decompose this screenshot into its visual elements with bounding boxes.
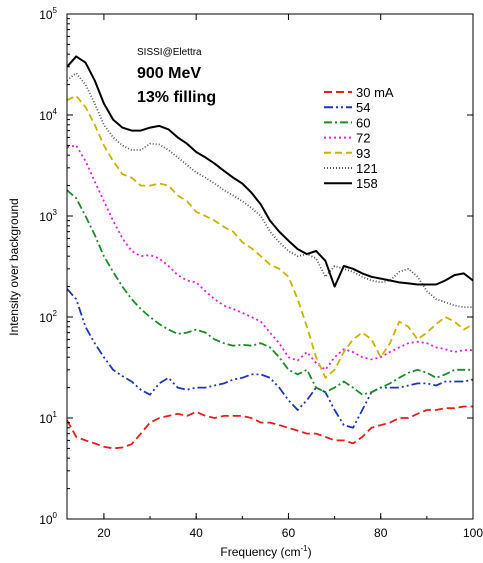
x-axis-title-text: Frequency (cm — [220, 545, 300, 559]
series-layer — [66, 55, 474, 450]
plot-frame — [66, 13, 474, 520]
x-tick-label: 40 — [190, 526, 204, 540]
tick-layer: 20 40 60 80 100 100 101 102 103 104 105 — [39, 6, 483, 540]
x-axis-title-exponent: -1 — [300, 544, 308, 553]
x-axis-title-close: ) — [308, 545, 312, 559]
legend-label-4: 93 — [356, 146, 370, 161]
x-tick-label: 100 — [463, 526, 483, 540]
legend-label-6: 158 — [356, 176, 378, 191]
x-tick-label: 60 — [282, 526, 296, 540]
legend-label-3: 72 — [356, 131, 370, 146]
x-tick-label: 80 — [374, 526, 388, 540]
y-tick-label: 101 — [39, 410, 57, 426]
series-line-4 — [66, 94, 474, 379]
series-line-2 — [66, 189, 473, 396]
y-tick-label: 103 — [39, 208, 57, 224]
legend-label-5: 121 — [356, 161, 378, 176]
y-tick-label: 100 — [39, 511, 57, 527]
annotation-filling: 13% filling — [137, 89, 216, 106]
x-tick-label: 20 — [97, 526, 111, 540]
legend-label-0: 30 mA — [356, 85, 394, 100]
y-axis-title: Intensity over background — [7, 198, 21, 335]
series-line-5 — [66, 72, 473, 309]
annotation-energy: 900 MeV — [137, 65, 201, 82]
y-tick-label: 102 — [39, 309, 57, 325]
x-axis-title: Frequency (cm-1) — [220, 544, 311, 559]
y-tick-label: 105 — [39, 6, 57, 22]
legend-label-1: 54 — [356, 100, 370, 115]
series-line-6 — [66, 55, 474, 288]
y-tick-label: 104 — [39, 107, 57, 123]
legend-label-2: 60 — [356, 115, 370, 130]
series-line-0 — [66, 405, 473, 450]
annotation-source: SISSI@Elettra — [137, 47, 202, 58]
